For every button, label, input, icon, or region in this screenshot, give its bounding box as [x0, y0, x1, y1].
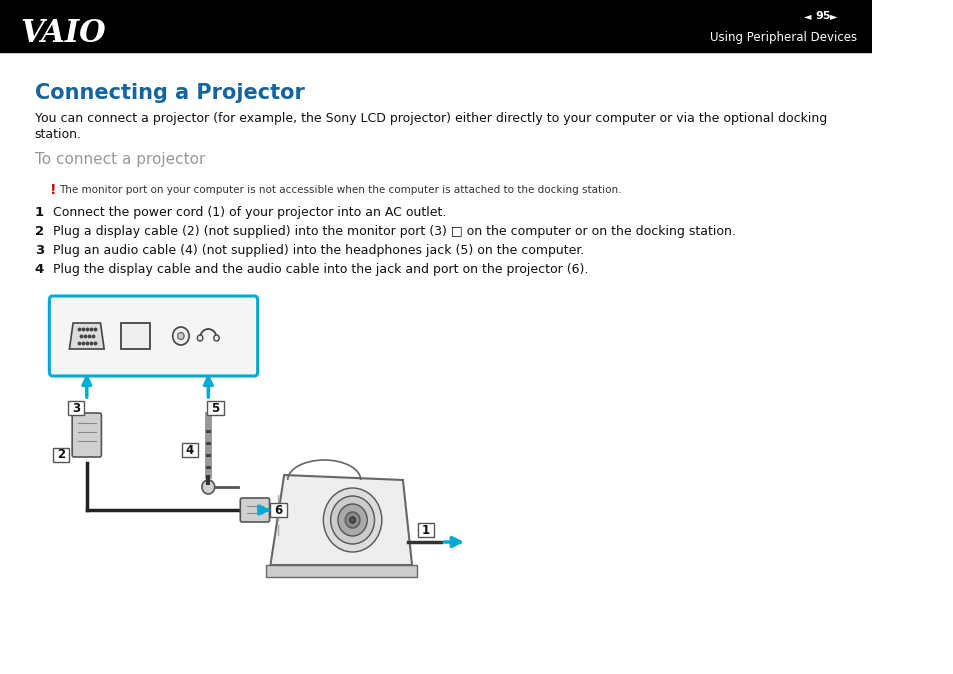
Text: 2: 2	[57, 448, 65, 462]
Text: Plug a display cable (2) (not supplied) into the monitor port (3) □ on the compu: Plug a display cable (2) (not supplied) …	[53, 225, 735, 238]
Circle shape	[197, 335, 203, 341]
Circle shape	[323, 488, 381, 552]
Text: 1: 1	[34, 206, 44, 219]
FancyBboxPatch shape	[72, 413, 101, 457]
Bar	[270, 503, 287, 517]
Circle shape	[350, 517, 355, 523]
Bar	[205, 430, 211, 433]
Circle shape	[331, 496, 375, 544]
Text: To connect a projector: To connect a projector	[34, 152, 205, 167]
Text: Using Peripheral Devices: Using Peripheral Devices	[709, 32, 856, 44]
Text: !: !	[51, 183, 56, 197]
Text: 6: 6	[274, 503, 282, 516]
Bar	[53, 448, 70, 462]
Text: VAIO: VAIO	[20, 18, 106, 49]
Text: You can connect a projector (for example, the Sony LCD projector) either directl: You can connect a projector (for example…	[34, 112, 826, 125]
Text: Connecting a Projector: Connecting a Projector	[34, 83, 304, 103]
Bar	[0, 0, 871, 52]
Bar	[205, 442, 211, 445]
Circle shape	[213, 335, 219, 341]
Bar	[205, 466, 211, 469]
Text: 95: 95	[814, 11, 830, 21]
Circle shape	[337, 504, 367, 536]
Bar	[68, 401, 84, 415]
FancyBboxPatch shape	[240, 498, 270, 522]
Bar	[206, 475, 210, 485]
Circle shape	[172, 327, 189, 345]
Circle shape	[345, 512, 359, 528]
Bar	[120, 323, 150, 349]
Text: 3: 3	[71, 402, 80, 415]
Text: Connect the power cord (1) of your projector into an AC outlet.: Connect the power cord (1) of your proje…	[53, 206, 446, 219]
Bar	[207, 401, 224, 415]
Bar	[417, 523, 434, 537]
Polygon shape	[270, 475, 412, 565]
FancyBboxPatch shape	[50, 296, 257, 376]
Text: 5: 5	[212, 402, 219, 415]
Text: 4: 4	[186, 443, 194, 456]
Text: ►: ►	[829, 11, 836, 21]
Text: 3: 3	[34, 244, 44, 257]
Circle shape	[177, 332, 184, 340]
Text: 2: 2	[34, 225, 44, 238]
Bar	[266, 565, 416, 577]
Bar	[205, 454, 211, 457]
Text: station.: station.	[34, 128, 82, 141]
Text: Plug an audio cable (4) (not supplied) into the headphones jack (5) on the compu: Plug an audio cable (4) (not supplied) i…	[53, 244, 584, 257]
Text: 4: 4	[34, 263, 44, 276]
Text: Plug the display cable and the audio cable into the jack and port on the project: Plug the display cable and the audio cab…	[53, 263, 588, 276]
Text: ◄: ◄	[803, 11, 811, 21]
Circle shape	[202, 480, 214, 494]
Text: 1: 1	[421, 524, 430, 537]
Polygon shape	[70, 323, 104, 349]
Text: The monitor port on your computer is not accessible when the computer is attache: The monitor port on your computer is not…	[59, 185, 621, 195]
Bar	[182, 443, 198, 457]
